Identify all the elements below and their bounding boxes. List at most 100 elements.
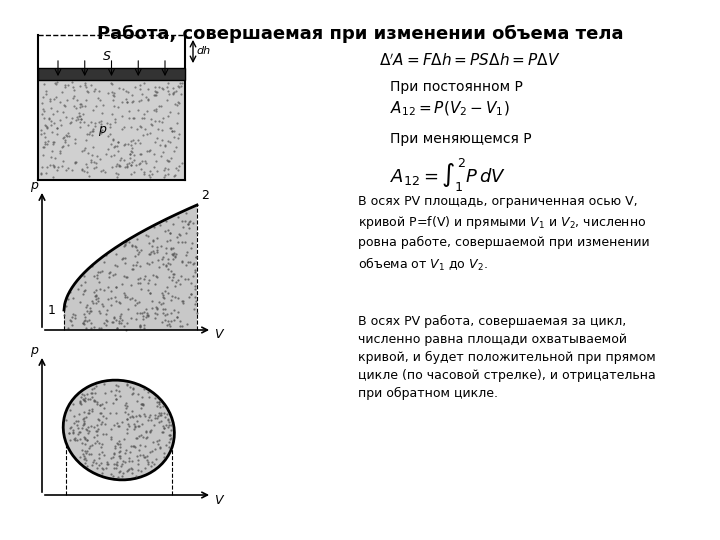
- Point: [60, 113, 72, 122]
- Point: [59, 102, 71, 111]
- Point: [153, 412, 164, 421]
- Point: [98, 258, 109, 266]
- Point: [104, 120, 116, 129]
- Point: [100, 150, 112, 158]
- Point: [135, 403, 146, 412]
- Point: [83, 149, 94, 158]
- Point: [93, 296, 104, 305]
- Point: [83, 130, 94, 138]
- Point: [112, 102, 124, 111]
- Point: [78, 319, 89, 328]
- Point: [49, 163, 60, 172]
- Point: [125, 463, 137, 472]
- Point: [135, 450, 146, 459]
- Point: [125, 147, 137, 156]
- Point: [138, 308, 149, 316]
- Point: [138, 167, 150, 176]
- Point: [168, 133, 180, 141]
- Point: [121, 292, 132, 301]
- Point: [122, 465, 134, 474]
- Point: [112, 439, 124, 448]
- Point: [166, 296, 177, 305]
- Point: [68, 85, 80, 94]
- Point: [127, 383, 138, 392]
- Point: [188, 305, 199, 314]
- Point: [38, 114, 50, 123]
- Point: [122, 319, 133, 327]
- Point: [176, 258, 188, 267]
- Point: [81, 87, 92, 96]
- Point: [117, 255, 128, 264]
- Point: [150, 445, 161, 454]
- Point: [145, 249, 156, 258]
- Point: [135, 322, 146, 331]
- Point: [143, 279, 154, 287]
- Point: [78, 320, 90, 328]
- Point: [69, 310, 81, 319]
- Point: [138, 110, 150, 118]
- Point: [189, 268, 201, 276]
- Point: [139, 453, 150, 462]
- Point: [125, 160, 136, 169]
- Point: [81, 449, 92, 458]
- Point: [157, 291, 168, 299]
- Point: [75, 112, 86, 121]
- Point: [67, 114, 78, 123]
- Point: [60, 301, 72, 310]
- Point: [155, 408, 166, 417]
- Point: [60, 416, 72, 424]
- Point: [100, 430, 112, 438]
- Point: [85, 323, 96, 332]
- Point: [90, 295, 102, 304]
- Point: [131, 245, 143, 254]
- Point: [125, 280, 137, 289]
- Point: [78, 310, 90, 319]
- Point: [125, 153, 136, 162]
- Point: [105, 435, 117, 443]
- Point: [48, 119, 60, 127]
- Point: [126, 468, 138, 477]
- Point: [143, 249, 154, 258]
- Point: [150, 234, 162, 242]
- Point: [112, 472, 123, 481]
- Point: [185, 279, 197, 287]
- Point: [130, 472, 141, 481]
- Point: [80, 454, 91, 462]
- Point: [130, 315, 142, 323]
- Point: [133, 159, 145, 168]
- Point: [77, 109, 89, 118]
- Point: [126, 406, 138, 415]
- Text: 2: 2: [201, 189, 209, 202]
- Point: [163, 272, 175, 281]
- Point: [136, 90, 148, 98]
- Point: [166, 309, 177, 318]
- Point: [58, 100, 70, 109]
- Point: [94, 409, 105, 417]
- Point: [108, 450, 120, 458]
- Point: [150, 105, 162, 113]
- Point: [153, 263, 165, 272]
- Point: [156, 241, 167, 250]
- Point: [145, 129, 156, 138]
- Point: [142, 308, 153, 317]
- Point: [143, 171, 155, 180]
- Point: [153, 298, 165, 306]
- Point: [116, 112, 127, 120]
- Point: [135, 165, 147, 173]
- Point: [155, 410, 166, 419]
- Point: [41, 139, 53, 148]
- Point: [127, 441, 139, 450]
- Point: [165, 433, 176, 442]
- Point: [128, 424, 140, 433]
- Point: [120, 446, 132, 454]
- Point: [170, 252, 181, 260]
- Point: [78, 316, 89, 325]
- Point: [145, 416, 156, 424]
- Point: [136, 114, 148, 123]
- Point: [184, 258, 196, 267]
- Point: [163, 265, 174, 273]
- Point: [150, 455, 161, 463]
- Point: [168, 306, 179, 315]
- Point: [145, 248, 157, 256]
- Point: [81, 96, 92, 105]
